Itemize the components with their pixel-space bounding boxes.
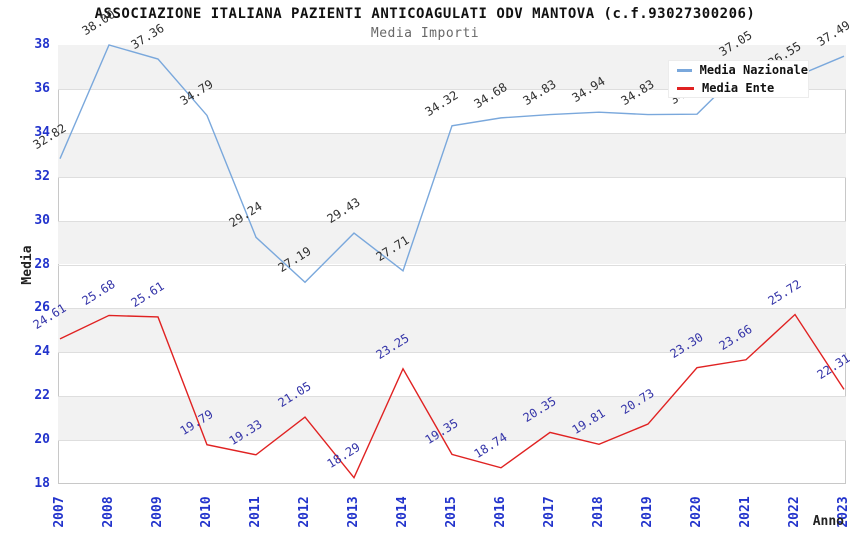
y-tick-label: 22 bbox=[34, 388, 50, 404]
gridline bbox=[58, 220, 846, 222]
y-tick-label: 20 bbox=[34, 432, 50, 448]
plot-band bbox=[58, 132, 846, 177]
y-tick-label: 32 bbox=[34, 168, 50, 184]
y-tick-label: 30 bbox=[34, 212, 50, 228]
y-tick-label: 34 bbox=[34, 124, 50, 140]
y-tick-label: 26 bbox=[34, 300, 50, 316]
gridline bbox=[58, 352, 846, 354]
gridline bbox=[58, 396, 846, 398]
plot-band bbox=[58, 308, 846, 353]
legend-label-nazionale: Media Nazionale bbox=[699, 63, 808, 77]
gridline bbox=[58, 264, 846, 266]
gridline bbox=[58, 176, 846, 178]
chart-title: ASSOCIAZIONE ITALIANA PAZIENTI ANTICOAGU… bbox=[94, 6, 756, 22]
plot-band bbox=[58, 396, 846, 441]
legend-line-sample-ente bbox=[677, 86, 694, 90]
legend-item-ente: Media Ente bbox=[677, 81, 808, 95]
y-tick-label: 24 bbox=[34, 344, 50, 360]
legend-item-nazionale: Media Nazionale bbox=[677, 63, 808, 77]
gridline bbox=[58, 88, 846, 90]
x-axis-title: Anno bbox=[812, 514, 844, 529]
gridline bbox=[58, 132, 846, 134]
legend: Media Nazionale Media Ente bbox=[668, 60, 809, 98]
gridline bbox=[58, 440, 846, 442]
series-line-nazionale bbox=[59, 44, 845, 284]
legend-line-sample-nazionale bbox=[677, 68, 692, 72]
gridline bbox=[58, 308, 846, 310]
y-tick-label: 28 bbox=[34, 256, 50, 272]
plot-band bbox=[58, 220, 846, 265]
series-line-ente bbox=[59, 313, 845, 479]
chart-subtitle: Media Importi bbox=[370, 26, 480, 41]
y-tick-label: 36 bbox=[34, 80, 50, 96]
legend-label-ente: Media Ente bbox=[702, 81, 775, 95]
y-tick-label: 38 bbox=[34, 37, 50, 52]
y-tick-label: 18 bbox=[34, 476, 50, 491]
